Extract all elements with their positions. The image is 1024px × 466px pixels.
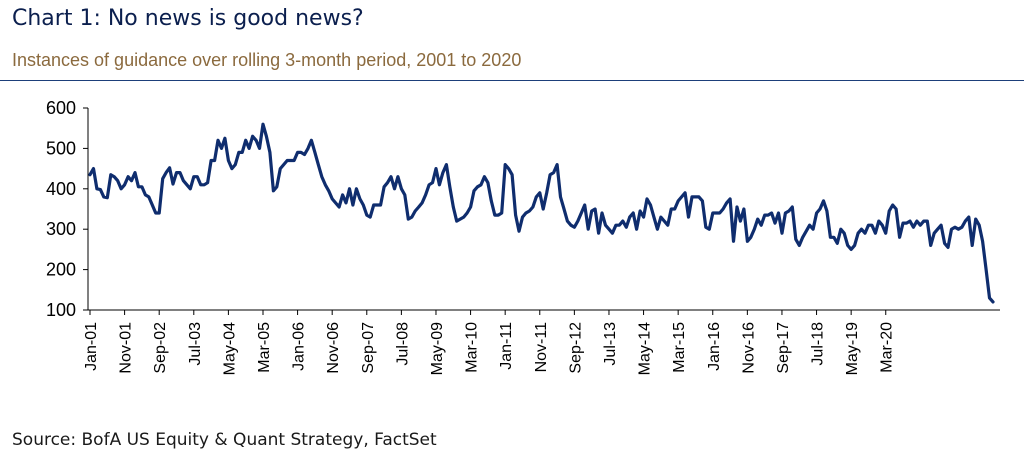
x-tick-label: Jul-08: [394, 322, 411, 366]
x-tick-label: Jul-18: [810, 322, 827, 366]
chart-subtitle: Instances of guidance over rolling 3-mon…: [12, 50, 522, 70]
y-tick-label: 300: [46, 219, 76, 239]
y-tick-label: 400: [46, 179, 76, 199]
x-tick-label: Jan-16: [706, 322, 723, 371]
x-tick-label: Sep-02: [152, 322, 169, 374]
x-tick-label: Jul-03: [187, 322, 204, 366]
x-tick-label: Mar-05: [256, 322, 273, 373]
x-tick-label: Sep-17: [775, 322, 792, 374]
y-tick-label: 600: [46, 98, 76, 118]
x-tick-label: Nov-11: [533, 322, 550, 372]
title-divider: [0, 80, 1024, 81]
x-tick-label: May-09: [429, 322, 446, 375]
x-tick-label: Nov-01: [118, 322, 135, 374]
series-line-guidance: [88, 122, 995, 304]
x-axis-ticks: Jan-01 Nov-01 Sep-02 Jul-03 May-04 Mar-05 Jan-…: [83, 310, 896, 375]
y-axis-ticks: 100 200 300 400 500 600: [46, 98, 88, 320]
x-tick-label: Mar-20: [879, 322, 896, 373]
chart-title: Chart 1: No news is good news?: [12, 6, 364, 31]
x-tick-label: Jan-06: [291, 322, 308, 371]
x-tick-label: May-19: [844, 322, 861, 375]
x-tick-label: Mar-15: [671, 322, 688, 373]
series-group: [88, 122, 995, 304]
y-tick-label: 100: [46, 300, 76, 320]
source-note: Source: BofA US Equity & Quant Strategy,…: [12, 430, 437, 450]
x-tick-label: Sep-12: [567, 322, 584, 374]
x-tick-label: Jan-01: [83, 322, 100, 371]
chart-axes: [87, 108, 1000, 311]
x-tick-label: Sep-07: [360, 322, 377, 374]
x-tick-label: Nov-16: [740, 322, 757, 374]
x-tick-label: Jul-13: [602, 322, 619, 366]
x-tick-label: May-04: [221, 322, 238, 375]
y-tick-label: 200: [46, 260, 76, 280]
x-tick-label: Jan-11: [498, 322, 515, 370]
x-tick-label: May-14: [637, 322, 654, 375]
x-tick-label: Mar-10: [464, 322, 481, 373]
x-tick-label: Nov-06: [325, 322, 342, 374]
y-tick-label: 500: [46, 138, 76, 158]
